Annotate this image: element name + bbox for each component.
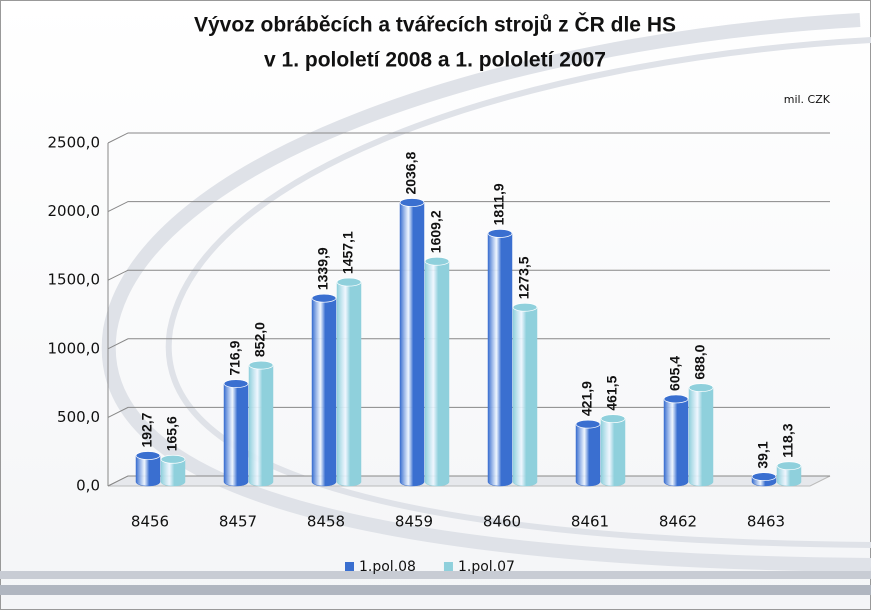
value-label: 461,5 bbox=[604, 375, 620, 410]
y-tick-label: 2000,0 bbox=[48, 202, 101, 220]
legend-swatch bbox=[345, 562, 354, 571]
bar-top bbox=[600, 414, 626, 424]
bar bbox=[600, 418, 626, 487]
value-label: 1339,9 bbox=[315, 247, 331, 290]
value-label: 688,0 bbox=[692, 344, 708, 379]
x-tick-label: 8458 bbox=[307, 513, 345, 531]
grid-line bbox=[107, 132, 830, 144]
bar bbox=[135, 455, 161, 487]
bar bbox=[248, 364, 274, 487]
value-label: 1457,1 bbox=[340, 231, 356, 274]
value-label: 605,4 bbox=[667, 356, 683, 391]
y-tick-label: 1000,0 bbox=[48, 339, 101, 357]
x-tick-label: 8461 bbox=[571, 513, 609, 531]
bar-top bbox=[399, 198, 425, 207]
bar-top bbox=[487, 229, 513, 238]
bar bbox=[223, 383, 249, 487]
floor bbox=[107, 475, 831, 487]
grid-line bbox=[107, 338, 830, 350]
bar-top bbox=[688, 383, 714, 392]
bar-top bbox=[575, 419, 601, 429]
bar-top bbox=[424, 256, 450, 266]
bar-top bbox=[160, 454, 186, 464]
bar bbox=[336, 281, 362, 487]
x-tick-label: 8463 bbox=[747, 513, 785, 531]
bar-top bbox=[512, 302, 538, 312]
bar bbox=[160, 459, 186, 487]
bar-top bbox=[776, 461, 802, 471]
bar bbox=[776, 465, 802, 487]
value-label: 1811,9 bbox=[491, 183, 507, 225]
x-tick-label: 8457 bbox=[219, 513, 257, 531]
bar bbox=[311, 297, 337, 487]
legend-label: 1.pol.08 bbox=[359, 559, 416, 575]
bar-top bbox=[336, 277, 362, 287]
value-label: 716,9 bbox=[227, 340, 243, 375]
y-tick-label: 0,0 bbox=[76, 477, 100, 495]
bar bbox=[688, 387, 714, 487]
y-tick-label: 2500,0 bbox=[48, 134, 101, 152]
bar-top bbox=[663, 394, 689, 404]
decoration bbox=[0, 13, 871, 595]
value-label: 39,1 bbox=[755, 441, 771, 468]
bar bbox=[424, 260, 450, 487]
x-tick-label: 8460 bbox=[483, 513, 521, 531]
value-label: 118,3 bbox=[780, 423, 796, 457]
value-label: 165,6 bbox=[164, 416, 180, 451]
bar bbox=[487, 233, 513, 487]
grid-line bbox=[107, 406, 830, 418]
value-label: 1609,2 bbox=[428, 210, 444, 253]
bar-top bbox=[248, 360, 274, 370]
x-tick-label: 8462 bbox=[659, 513, 697, 531]
bar bbox=[575, 423, 601, 487]
bar-top bbox=[751, 472, 777, 481]
value-label: 2036,8 bbox=[403, 152, 419, 195]
chart-title: v 1. pololetí 2008 a 1. pololetí 2007 bbox=[264, 49, 606, 72]
y-tick-label: 500,0 bbox=[57, 408, 100, 426]
y-tick-label: 1500,0 bbox=[48, 271, 101, 289]
value-label: 192,7 bbox=[139, 412, 155, 447]
bar bbox=[399, 202, 425, 487]
grid-line bbox=[107, 269, 830, 281]
bar bbox=[512, 307, 538, 487]
legend-swatch bbox=[443, 562, 453, 571]
bar-top bbox=[311, 293, 337, 303]
chart-title: Vývoz obráběcích a tvářecích strojů z ČR… bbox=[194, 13, 676, 37]
bar-top bbox=[135, 451, 161, 460]
x-tick-label: 8456 bbox=[131, 513, 169, 531]
bar-top bbox=[223, 379, 249, 388]
value-label: 1273,5 bbox=[516, 256, 532, 299]
bar bbox=[663, 398, 689, 487]
unit-label: mil. CZK bbox=[784, 93, 831, 106]
grid-line bbox=[107, 201, 830, 213]
value-label: 421,9 bbox=[579, 381, 595, 416]
legend-label: 1.pol.07 bbox=[458, 559, 515, 575]
value-label: 852,0 bbox=[252, 322, 268, 357]
x-tick-label: 8459 bbox=[395, 513, 433, 531]
